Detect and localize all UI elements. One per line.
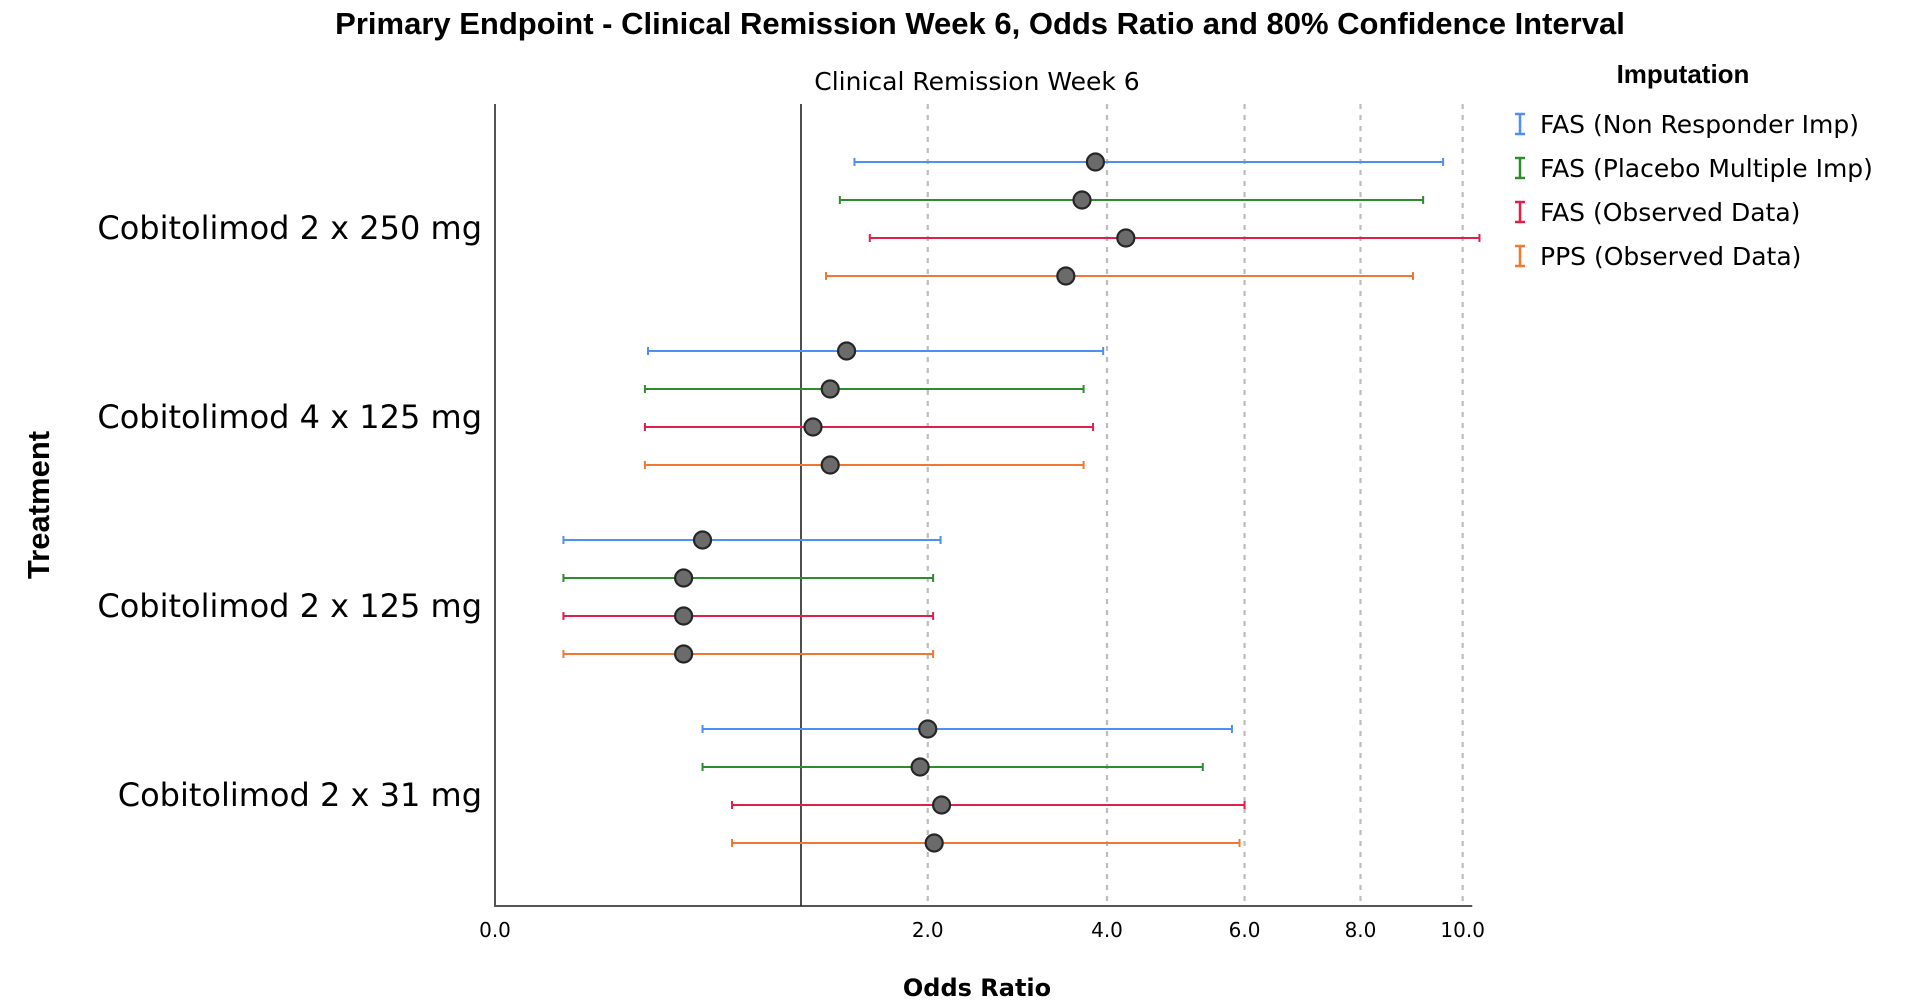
legend-item: FAS (Observed Data) [1515,198,1800,227]
error-bar [562,606,935,626]
x-tick-label: 10.0 [1440,918,1485,942]
odds-ratio-point [910,757,930,777]
legend-label: FAS (Placebo Multiple Imp) [1540,154,1873,183]
error-bar [731,795,1246,815]
odds-ratio-point [918,719,938,739]
error-bar [562,644,935,664]
gridlines [926,104,1464,906]
category-label: Cobitolimod 2 x 250 mg [97,209,482,247]
odds-ratio-point [692,530,713,550]
chart-title: Primary Endpoint - Clinical Remission We… [335,6,1625,41]
error-bar [838,190,1425,210]
error-bar [647,341,1105,361]
x-tick-label: 8.0 [1345,918,1377,942]
odds-ratio-point [1116,228,1136,248]
chart-subtitle: Clinical Remission Week 6 [814,67,1139,96]
error-bar [853,152,1445,172]
odds-ratio-point [924,833,944,853]
error-bar [643,455,1085,475]
legend-label: PPS (Observed Data) [1540,242,1801,271]
error-bar [701,719,1233,739]
category-labels: Cobitolimod 2 x 250 mg Cobitolimod 4 x 12… [97,209,482,814]
odds-ratio-point [1085,152,1106,172]
x-tick-label: 6.0 [1229,918,1261,942]
category-label: Cobitolimod 4 x 125 mg [97,398,482,436]
legend-item: FAS (Non Responder Imp) [1515,110,1859,139]
x-tick-label: 0.0 [479,918,511,942]
x-axis-title: Odds Ratio [903,974,1051,1000]
error-bar [643,417,1095,437]
category-label: Cobitolimod 2 x 125 mg [97,587,482,625]
legend-title: Imputation [1617,59,1750,89]
error-bar [868,228,1481,248]
x-axis-ticks: 0.0 2.0 4.0 6.0 8.0 10.0 [479,918,1485,942]
x-tick-label: 4.0 [1091,918,1123,942]
odds-ratio-point [820,455,840,475]
error-bar [562,530,942,550]
odds-ratio-point [674,644,694,664]
error-bar [643,379,1085,399]
odds-ratio-point [1056,266,1076,286]
x-tick-label: 2.0 [912,918,944,942]
odds-ratio-point [674,568,694,588]
odds-ratio-point [674,606,694,626]
plot-marks [562,152,1481,853]
legend-item: FAS (Placebo Multiple Imp) [1515,154,1873,183]
legend: FAS (Non Responder Imp) FAS (Placebo Mult… [1515,110,1873,271]
legend-label: FAS (Observed Data) [1540,198,1800,227]
legend-item: PPS (Observed Data) [1515,242,1801,271]
error-bar [701,757,1204,777]
odds-ratio-point [820,379,840,399]
legend-label: FAS (Non Responder Imp) [1540,110,1859,139]
odds-ratio-point [1072,190,1092,210]
category-label: Cobitolimod 2 x 31 mg [118,776,482,814]
odds-ratio-point [803,417,823,437]
error-bar [731,833,1241,853]
y-axis-title: Treatment [21,431,56,579]
error-bar [562,568,935,588]
axes [494,104,1473,907]
odds-ratio-point [931,795,952,815]
error-bar [824,266,1414,286]
odds-ratio-point [836,341,857,361]
